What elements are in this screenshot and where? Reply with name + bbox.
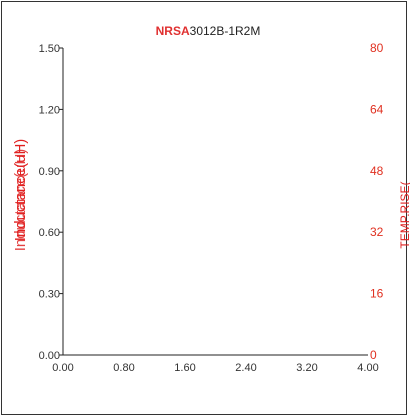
x-tick-label: 2.40 [235,362,256,374]
chart-title-suffix: 3012B-1R2M [190,24,261,38]
chart-title-prefix: NRSA [156,24,190,38]
x-tick-label: 1.60 [174,362,195,374]
y-right-tick-label: 64 [370,102,384,116]
y-axis-right-ticks: 0 16 32 48 64 80 [370,41,384,362]
y-right-tick-label: 48 [370,164,384,178]
y-right-tick-label: 32 [370,225,384,239]
y-left-tick-label: 0.00 [39,350,60,362]
x-axis-ticks: 0.00 0.80 1.60 2.40 3.20 4.00 [52,362,378,374]
y-axis-left-label-overlay: Inductance(uH) [12,149,29,252]
chart-axes [62,48,368,356]
x-tick-label: 0.80 [113,362,134,374]
x-tick-label: 0.00 [52,362,73,374]
y-left-tick-label: 0.30 [39,289,60,301]
y-left-tick-label: 0.90 [39,166,60,178]
y-left-tick-label: 1.20 [39,104,60,116]
y-right-tick-label: 16 [370,287,384,301]
x-tick-label: 4.00 [357,362,378,374]
chart-title: NRSA3012B-1R2M [156,24,261,38]
y-left-tick-label: 1.50 [39,43,60,55]
x-tick-label: 3.20 [296,362,317,374]
y-axis-right-label: TEMP.RISE( [398,181,410,248]
y-axis-left-label: Inductance(uH) [12,139,29,242]
y-right-tick-label: 0 [370,348,377,362]
y-right-tick-label: 80 [370,41,384,55]
y-left-tick-label: 0.60 [39,227,60,239]
y-axis-left-ticks: 0.00 0.30 0.60 0.90 1.20 1.50 [39,43,63,362]
